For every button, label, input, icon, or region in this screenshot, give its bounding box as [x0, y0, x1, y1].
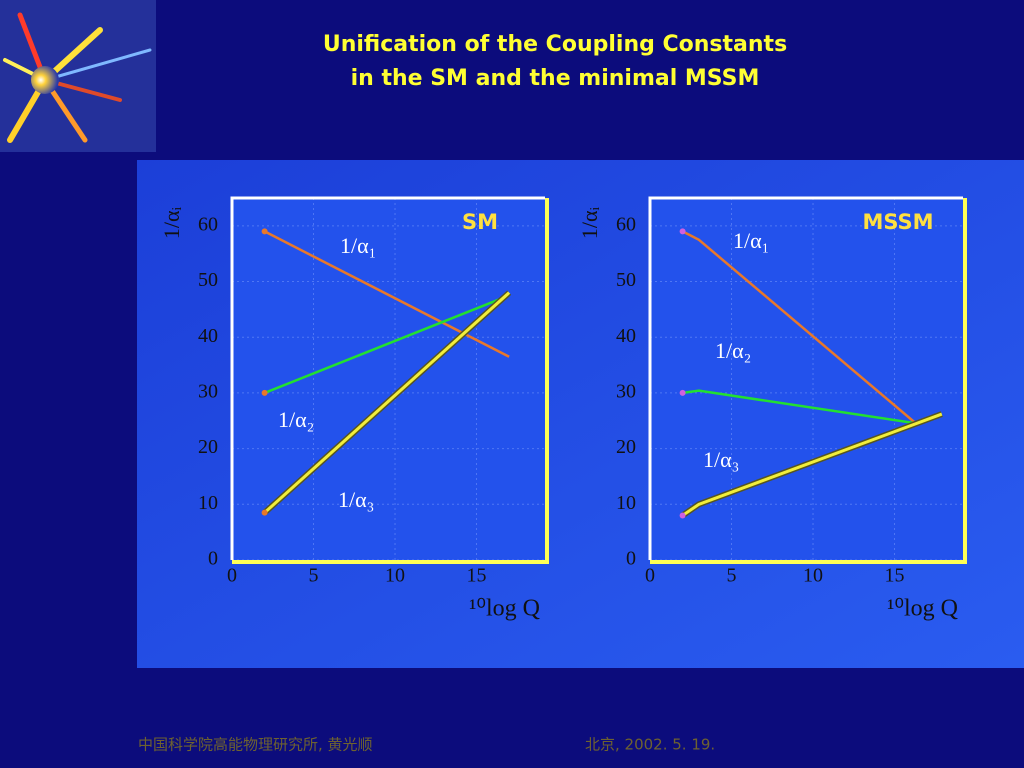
- y-tick-label: 20: [198, 436, 218, 458]
- axis-frame: [648, 196, 963, 560]
- series-label: 1/α₃: [703, 447, 739, 472]
- y-tick-label: 30: [198, 381, 218, 403]
- y-tick-label: 0: [626, 548, 636, 570]
- line: [682, 389, 915, 425]
- series-label: 1/α₁: [733, 228, 769, 253]
- series-label: 1/α₁: [340, 233, 376, 258]
- y-axis-label: 1/αᵢ: [577, 206, 602, 239]
- axis-frame: [230, 196, 545, 560]
- y-tick-label: 10: [198, 492, 218, 514]
- start-point: [261, 389, 268, 396]
- chart-title: SM: [462, 210, 498, 234]
- x-tick-label: 15: [885, 565, 905, 587]
- y-tick-label: 0: [208, 548, 218, 570]
- y-tick-label: 10: [616, 492, 636, 514]
- logo-rays: [3, 12, 152, 143]
- start-point: [679, 512, 686, 519]
- x-tick-label: 0: [645, 565, 655, 587]
- y-tick-label: 50: [198, 269, 218, 291]
- start-point: [261, 509, 268, 516]
- axis-frame: [232, 198, 549, 564]
- line: [263, 291, 511, 514]
- slide-title: Unification of the Coupling Constants: [323, 32, 787, 57]
- x-axis-label: ¹⁰log Q: [469, 596, 540, 622]
- x-tick-label: 0: [227, 565, 237, 587]
- plot-area: [650, 198, 963, 560]
- plot-area: [232, 198, 545, 560]
- series-label: 1/α₃: [338, 487, 374, 512]
- y-tick-label: 30: [616, 381, 636, 403]
- y-tick-label: 40: [616, 325, 636, 347]
- line: [264, 230, 510, 358]
- y-axis-label: 1/αᵢ: [159, 206, 184, 239]
- line: [682, 230, 915, 423]
- x-tick-label: 5: [309, 565, 319, 587]
- start-point: [261, 228, 268, 235]
- series-label: 1/α₂: [278, 407, 314, 432]
- x-tick-label: 15: [467, 565, 487, 587]
- footer: 北京, 2002. 5. 19.: [585, 736, 715, 754]
- line: [681, 412, 943, 517]
- x-tick-label: 5: [727, 565, 737, 587]
- start-point: [679, 228, 686, 235]
- slide-title: in the SM and the minimal MSSM: [351, 66, 760, 91]
- footer: 中国科学院高能物理研究所, 黄光顺: [138, 736, 373, 754]
- series-label: 1/α₂: [715, 338, 751, 363]
- start-point: [679, 389, 686, 396]
- y-tick-label: 60: [198, 213, 218, 235]
- axis-frame: [650, 198, 967, 564]
- y-tick-label: 50: [616, 269, 636, 291]
- x-axis-label: ¹⁰log Q: [887, 596, 958, 622]
- x-tick-label: 10: [803, 565, 823, 587]
- x-tick-label: 10: [385, 565, 405, 587]
- y-tick-label: 20: [616, 436, 636, 458]
- line: [264, 294, 510, 395]
- y-tick-label: 60: [616, 213, 636, 235]
- y-tick-label: 40: [198, 325, 218, 347]
- chart-title: MSSM: [862, 210, 933, 234]
